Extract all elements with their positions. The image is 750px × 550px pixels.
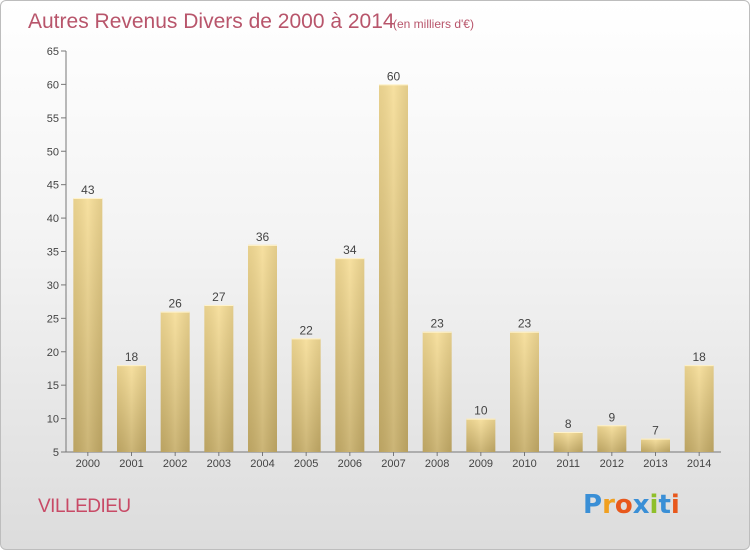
bar-shade — [422, 331, 452, 452]
proxiti-logo: Proxiti — [583, 490, 680, 520]
data-label: 26 — [168, 297, 182, 311]
bar-shade — [117, 365, 146, 452]
bars: 43 18 26 27 36 22 34 60 23 10 23 8 9 7 18 — [73, 69, 714, 453]
x-tick-label: 2012 — [600, 458, 624, 470]
y-tick-label: 5 — [53, 447, 59, 459]
data-label: 10 — [474, 404, 488, 418]
data-label: 22 — [299, 323, 313, 337]
x-tick-label: 2008 — [425, 458, 449, 470]
bar-shade — [335, 258, 365, 452]
bar-shade — [160, 311, 190, 452]
data-label: 27 — [212, 290, 226, 304]
bar-shade — [553, 431, 583, 452]
x-tick-label: 2005 — [294, 458, 318, 470]
bar-shade — [510, 331, 539, 452]
logo-letter: r — [602, 490, 615, 520]
y-tick-label: 65 — [47, 46, 59, 58]
x-tick-label: 2011 — [556, 458, 580, 470]
bar-shade — [641, 438, 670, 452]
x-tick-label: 2003 — [207, 458, 231, 470]
x-tick-label: 2006 — [338, 458, 362, 470]
logo-letter: P — [583, 490, 603, 520]
y-tick-label: 30 — [47, 280, 59, 292]
x-tick-label: 2009 — [469, 458, 493, 470]
logo-letter: t — [658, 490, 671, 520]
data-label: 23 — [430, 317, 444, 331]
x-tick-label: 2010 — [512, 458, 536, 470]
x-tick-label: 2001 — [119, 458, 143, 470]
bar-shade — [204, 304, 234, 452]
data-label: 60 — [387, 69, 401, 83]
y-tick-label: 60 — [47, 79, 59, 91]
logo-letter: i — [649, 490, 659, 520]
data-label: 34 — [343, 243, 357, 257]
data-label: 18 — [125, 350, 139, 364]
data-label: 9 — [608, 410, 615, 424]
y-tick-label: 10 — [47, 414, 59, 426]
bar-shade — [597, 425, 627, 452]
bar-shade — [466, 418, 496, 452]
y-tick-label: 55 — [47, 113, 59, 125]
x-tick-label: 2014 — [687, 458, 711, 470]
bar-shade — [684, 365, 714, 452]
logo-letter: o — [614, 490, 633, 520]
y-tick-label: 45 — [47, 180, 59, 192]
bar-shade — [379, 84, 408, 453]
x-axis: 2000 2001 2002 2003 2004 2005 2006 2007 2008 2009… — [66, 451, 721, 470]
x-tick-label: 2007 — [381, 458, 405, 470]
y-axis: 5 10 15 20 25 30 35 40 45 50 55 60 65 — [47, 46, 67, 459]
y-tick-label: 20 — [47, 347, 59, 359]
bar-shade — [73, 198, 103, 452]
x-tick-label: 2013 — [643, 458, 667, 470]
x-tick-label: 2002 — [163, 458, 187, 470]
data-label: 36 — [256, 230, 270, 244]
chart-title: Autres Revenus Divers de 2000 à 2014 — [28, 10, 395, 33]
logo-letter: x — [632, 490, 650, 520]
y-tick-label: 50 — [47, 146, 59, 158]
data-label: 18 — [692, 350, 706, 364]
logo-letter: i — [670, 490, 680, 520]
data-label: 7 — [652, 424, 659, 438]
bar-shade — [248, 244, 277, 452]
x-tick-label: 2004 — [250, 458, 274, 470]
x-tick-label: 2000 — [76, 458, 100, 470]
y-tick-label: 25 — [47, 313, 59, 325]
y-tick-label: 35 — [47, 247, 59, 259]
y-tick-label: 15 — [47, 380, 59, 392]
chart-unit-label: (en milliers d'€) — [393, 17, 474, 31]
data-label: 43 — [81, 183, 95, 197]
location-name: VILLEDIEU — [38, 496, 131, 517]
data-label: 8 — [565, 417, 572, 431]
data-label: 23 — [518, 317, 532, 331]
bar-shade — [291, 338, 321, 452]
y-tick-label: 40 — [47, 213, 59, 225]
